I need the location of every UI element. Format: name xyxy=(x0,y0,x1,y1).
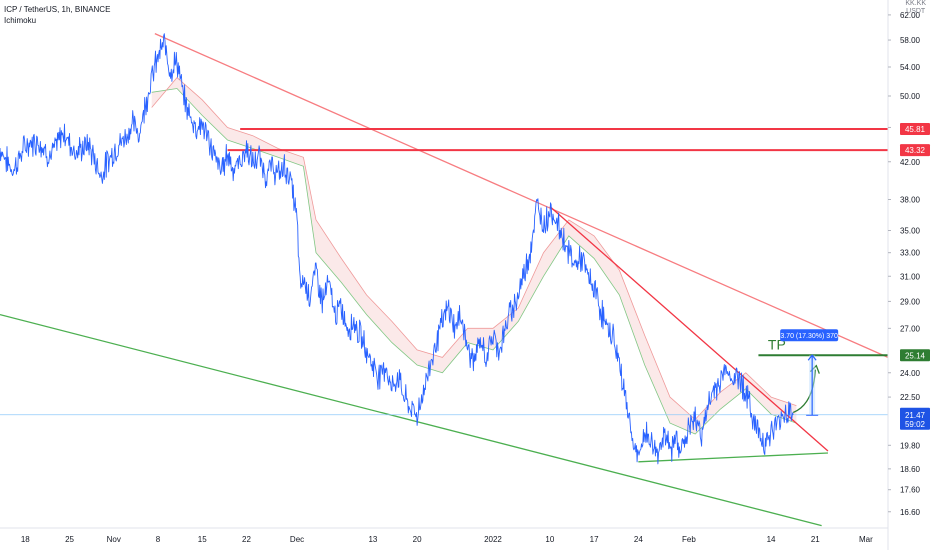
price-tag-43.32: 43.32 xyxy=(905,146,926,155)
y-tick-label: 38.00 xyxy=(900,195,921,204)
y-tick-label: 24.00 xyxy=(900,369,921,378)
measure-label-box[interactable] xyxy=(780,329,839,342)
bar-countdown-tag: 59:02 xyxy=(905,420,926,429)
y-tick-label: 58.00 xyxy=(900,36,921,45)
x-tick-label: Nov xyxy=(107,535,121,544)
x-tick-label: 25 xyxy=(65,535,74,544)
symbol-legend[interactable]: ICP / TetherUS, 1h, BINANCE Ichimoku xyxy=(4,4,110,26)
x-tick-label: 22 xyxy=(242,535,251,544)
ichimoku-span-b xyxy=(151,77,797,421)
time-axis[interactable]: 18 25 Nov 8 15 22 Dec 13 20 2022 10 17 24 Feb 14 21 Mar xyxy=(21,535,873,544)
y-tick-label: 18.60 xyxy=(900,465,921,474)
price-tag-25.14: 25.14 xyxy=(905,351,926,360)
trendline-upper-descending-resistance[interactable] xyxy=(154,33,889,358)
price-tag-box-45.81 xyxy=(900,123,930,136)
y-tick-label: 50.00 xyxy=(900,92,921,101)
x-tick-label: 24 xyxy=(634,535,643,544)
price-series xyxy=(0,33,794,465)
y-tick-label: 19.80 xyxy=(900,441,921,450)
x-tick-label: 8 xyxy=(156,535,161,544)
trendline-short-descending-resistance[interactable] xyxy=(549,206,829,452)
measure-label: 3.70 (17.30%) 370 xyxy=(780,333,838,340)
y-tick-label: 16.60 xyxy=(900,508,921,517)
y-tick-label: 17.60 xyxy=(900,486,921,495)
y-tick-label: 54.00 xyxy=(900,63,921,72)
horizontal-levels[interactable] xyxy=(0,128,888,416)
ichimoku-span-a xyxy=(151,88,797,435)
trendline-lower-channel-support[interactable] xyxy=(0,314,822,527)
ichimoku-cloud xyxy=(151,77,797,435)
y-tick-label: 31.00 xyxy=(900,272,921,281)
y-tick-label: 22.50 xyxy=(900,393,921,402)
annotations[interactable]: TP3.70 (17.30%) 370 xyxy=(768,329,839,416)
x-tick-label: 18 xyxy=(21,535,30,544)
price-line xyxy=(0,33,794,465)
y-tick-label: 42.00 xyxy=(900,158,921,167)
x-tick-label: 15 xyxy=(198,535,207,544)
x-tick-label: 2022 xyxy=(484,535,502,544)
price-tag-box-25.14 xyxy=(900,349,930,362)
y-tick-label: 62.00 xyxy=(900,11,921,20)
price-tag-box-43.32 xyxy=(900,144,930,157)
x-tick-label: 20 xyxy=(413,535,422,544)
trendlines[interactable] xyxy=(0,33,889,527)
indicator-label[interactable]: Ichimoku xyxy=(4,16,37,25)
x-tick-label: 10 xyxy=(545,535,554,544)
measure-arrowhead xyxy=(807,354,817,361)
currency-label[interactable]: KK.KK USDT xyxy=(905,0,926,16)
trendline-rising-support[interactable] xyxy=(638,452,828,463)
y-tick-label: 27.00 xyxy=(900,324,921,333)
x-tick-label: Mar xyxy=(859,535,873,544)
x-tick-label: Feb xyxy=(682,535,696,544)
price-tag-45.81: 45.81 xyxy=(905,125,926,134)
x-tick-label: 21 xyxy=(811,535,820,544)
currency-unit: USDT xyxy=(906,8,926,15)
x-tick-label: 13 xyxy=(368,535,377,544)
current-price-tag: 21.47 xyxy=(905,411,926,420)
y-tick-label: 33.00 xyxy=(900,249,921,258)
y-tick-label: 35.00 xyxy=(900,226,921,235)
current-price-tag-box xyxy=(900,407,930,430)
symbol-title[interactable]: ICP / TetherUS, 1h, BINANCE xyxy=(4,5,111,14)
ichimoku-cloud-fill xyxy=(151,77,797,434)
currency-placeholder: KK.KK xyxy=(905,0,926,7)
y-tick-label: 29.00 xyxy=(900,297,921,306)
x-tick-label: 14 xyxy=(767,535,776,544)
x-tick-label: Dec xyxy=(290,535,304,544)
x-tick-label: 17 xyxy=(590,535,599,544)
